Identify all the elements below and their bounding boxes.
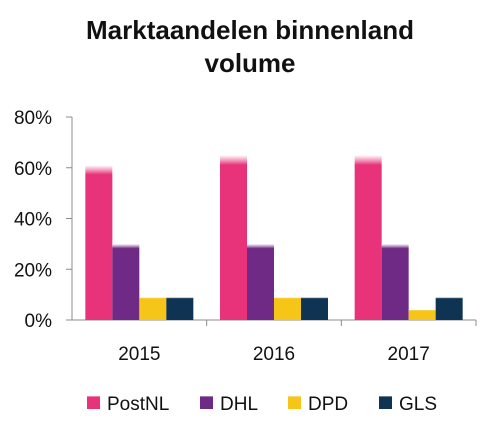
bar-dhl-2017 (381, 243, 409, 320)
x-category-label: 2017 (388, 344, 430, 365)
y-tick-label: 80% (14, 108, 52, 129)
bar-gls-2016 (301, 297, 328, 320)
bar-postnl-2017 (354, 155, 382, 320)
bar-dpd-2017 (408, 309, 436, 320)
bar-dpd-2015 (139, 297, 167, 320)
legend-swatch-dpd (288, 396, 301, 409)
legend-label-postnl: PostNL (107, 394, 169, 415)
legend-label-dpd: DPD (308, 394, 348, 415)
y-tick-label: 20% (14, 260, 52, 281)
legend-label-dhl: DHL (220, 394, 258, 415)
legend-swatch-gls (379, 396, 392, 409)
bar-gls-2015 (166, 297, 194, 320)
chart-title: Marktaandelen binnenland volume (0, 14, 500, 80)
bar-dpd-2016 (274, 297, 301, 320)
bar-dhl-2015 (112, 243, 140, 320)
y-tick-label: 40% (14, 210, 52, 231)
x-category-label: 2016 (253, 344, 295, 365)
bar-gls-2017 (435, 297, 463, 320)
y-tick-label: 60% (14, 159, 52, 180)
bar-postnl-2016 (220, 155, 247, 320)
chart-title-line-2: volume (204, 48, 296, 78)
chart-title-line-1: Marktaandelen binnenland (86, 15, 414, 45)
x-category-label: 2015 (118, 344, 160, 365)
bar-dhl-2016 (247, 243, 274, 320)
y-tick-label: 0% (25, 311, 53, 332)
legend-label-gls: GLS (399, 394, 437, 415)
legend-swatch-dhl (200, 396, 213, 409)
bar-postnl-2015 (85, 165, 113, 320)
legend-swatch-postnl (87, 396, 100, 409)
